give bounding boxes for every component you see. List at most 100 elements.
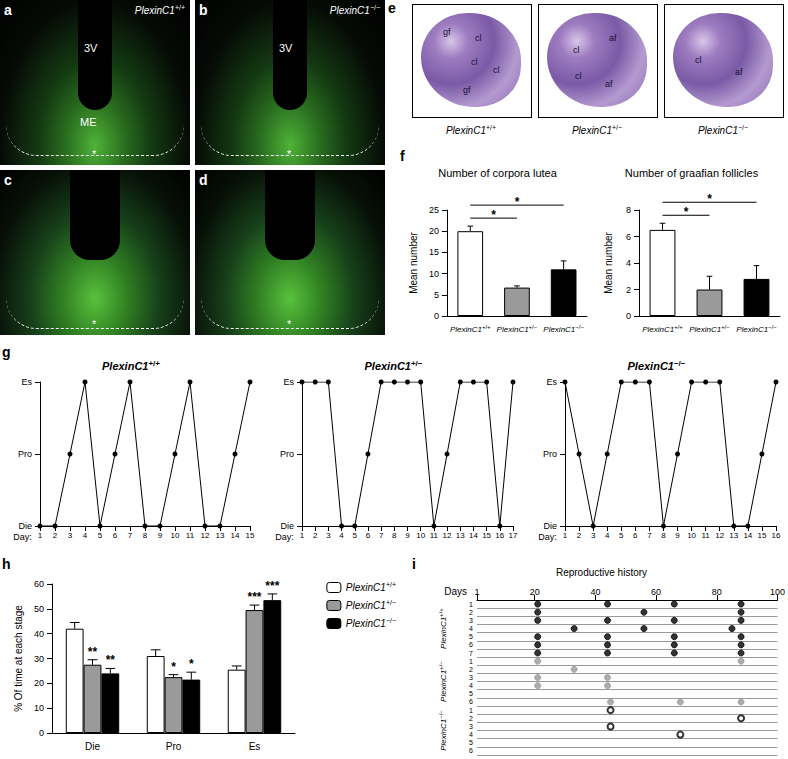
svg-text:PlexinC1: PlexinC1 bbox=[346, 582, 386, 593]
svg-text:*: * bbox=[515, 195, 520, 209]
svg-text:Es: Es bbox=[249, 741, 261, 752]
svg-text:1: 1 bbox=[469, 658, 473, 665]
svg-text:Pro: Pro bbox=[18, 449, 32, 459]
svg-text:40: 40 bbox=[34, 629, 44, 639]
svg-text:8: 8 bbox=[626, 205, 631, 215]
svg-text:Pro: Pro bbox=[166, 741, 182, 752]
svg-text:5: 5 bbox=[98, 531, 103, 540]
svg-text:6: 6 bbox=[113, 531, 118, 540]
svg-text:Pro: Pro bbox=[280, 449, 294, 459]
svg-text:50: 50 bbox=[34, 604, 44, 614]
svg-text:PlexinC1: PlexinC1 bbox=[497, 325, 529, 334]
svg-text:−/−: −/− bbox=[386, 617, 396, 624]
svg-text:8: 8 bbox=[392, 531, 397, 540]
svg-text:−/−: −/− bbox=[575, 324, 584, 330]
svg-text:+/−: +/− bbox=[411, 359, 423, 368]
svg-text:Die: Die bbox=[543, 521, 557, 531]
svg-text:2: 2 bbox=[626, 285, 631, 295]
svg-text:40: 40 bbox=[590, 587, 600, 597]
svg-text:*: * bbox=[189, 657, 194, 671]
svg-text:6: 6 bbox=[469, 698, 473, 705]
svg-text:+/+: +/+ bbox=[482, 324, 491, 330]
svg-text:5: 5 bbox=[469, 633, 473, 640]
svg-text:3: 3 bbox=[469, 723, 473, 730]
svg-text:Mean number: Mean number bbox=[408, 231, 419, 293]
svg-text:Es: Es bbox=[21, 377, 32, 387]
svg-text:10: 10 bbox=[171, 531, 180, 540]
svg-text:**: ** bbox=[88, 645, 98, 659]
svg-text:PlexinC1: PlexinC1 bbox=[439, 719, 448, 751]
svg-text:% Of time at each stage: % Of time at each stage bbox=[13, 605, 24, 712]
svg-text:5: 5 bbox=[469, 739, 473, 746]
svg-text:13: 13 bbox=[456, 531, 465, 540]
svg-text:+/+: +/+ bbox=[674, 324, 683, 330]
svg-text:Die: Die bbox=[18, 521, 32, 531]
svg-text:−/−: −/− bbox=[674, 359, 686, 368]
svg-text:17: 17 bbox=[509, 531, 518, 540]
svg-text:+/−: +/− bbox=[721, 324, 730, 330]
svg-text:3: 3 bbox=[591, 531, 596, 540]
svg-text:PlexinC1: PlexinC1 bbox=[689, 325, 721, 334]
svg-text:30: 30 bbox=[34, 654, 44, 664]
svg-text:+/+: +/+ bbox=[386, 581, 396, 588]
svg-text:4: 4 bbox=[605, 531, 610, 540]
svg-text:6: 6 bbox=[469, 641, 473, 648]
svg-text:0: 0 bbox=[39, 728, 44, 738]
svg-text:10: 10 bbox=[416, 531, 425, 540]
svg-text:12: 12 bbox=[715, 531, 724, 540]
svg-text:PlexinC1: PlexinC1 bbox=[346, 600, 386, 611]
svg-text:6: 6 bbox=[633, 531, 638, 540]
svg-text:15: 15 bbox=[757, 531, 766, 540]
svg-text:Pro: Pro bbox=[543, 449, 557, 459]
svg-text:3: 3 bbox=[469, 674, 473, 681]
svg-text:−/−: −/− bbox=[768, 324, 777, 330]
svg-text:13: 13 bbox=[216, 531, 225, 540]
svg-text:PlexinC1: PlexinC1 bbox=[439, 617, 448, 649]
svg-text:10: 10 bbox=[687, 531, 696, 540]
svg-text:PlexinC1: PlexinC1 bbox=[439, 670, 448, 702]
svg-text:PlexinC1: PlexinC1 bbox=[543, 325, 575, 334]
svg-text:2: 2 bbox=[53, 531, 58, 540]
svg-text:10: 10 bbox=[34, 703, 44, 713]
svg-text:2: 2 bbox=[469, 609, 473, 616]
svg-text:Day:: Day: bbox=[538, 532, 557, 542]
svg-text:2: 2 bbox=[469, 666, 473, 673]
svg-text:20: 20 bbox=[429, 226, 439, 236]
svg-text:11: 11 bbox=[430, 531, 439, 540]
svg-text:0: 0 bbox=[434, 311, 439, 321]
svg-text:*: * bbox=[684, 205, 689, 219]
svg-text:PlexinC1: PlexinC1 bbox=[346, 618, 386, 629]
svg-text:6: 6 bbox=[366, 531, 371, 540]
svg-text:1: 1 bbox=[38, 531, 43, 540]
svg-text:PlexinC1: PlexinC1 bbox=[627, 360, 673, 372]
svg-text:12: 12 bbox=[201, 531, 210, 540]
svg-text:**: ** bbox=[106, 653, 116, 667]
svg-text:Mean number: Mean number bbox=[603, 231, 614, 293]
svg-text:2: 2 bbox=[469, 715, 473, 722]
svg-text:25: 25 bbox=[429, 205, 439, 215]
svg-text:14: 14 bbox=[743, 531, 752, 540]
svg-text:9: 9 bbox=[405, 531, 410, 540]
svg-text:Number of corpora lutea: Number of corpora lutea bbox=[438, 167, 557, 179]
svg-text:20: 20 bbox=[34, 678, 44, 688]
svg-text:1: 1 bbox=[300, 531, 305, 540]
svg-text:PlexinC1: PlexinC1 bbox=[102, 360, 148, 372]
svg-text:1: 1 bbox=[474, 587, 479, 597]
svg-text:14: 14 bbox=[469, 531, 478, 540]
svg-text:4: 4 bbox=[469, 625, 473, 632]
svg-text:6: 6 bbox=[469, 747, 473, 754]
svg-text:5: 5 bbox=[469, 690, 473, 697]
svg-text:9: 9 bbox=[675, 531, 680, 540]
svg-text:Reproductive history: Reproductive history bbox=[556, 567, 647, 578]
svg-text:4: 4 bbox=[626, 258, 631, 268]
svg-text:2: 2 bbox=[313, 531, 318, 540]
svg-text:60: 60 bbox=[34, 579, 44, 589]
svg-text:Die: Die bbox=[280, 521, 294, 531]
svg-text:***: *** bbox=[247, 590, 261, 604]
svg-text:+/−: +/− bbox=[529, 324, 538, 330]
svg-text:PlexinC1: PlexinC1 bbox=[364, 360, 410, 372]
svg-text:2: 2 bbox=[577, 531, 582, 540]
svg-text:*: * bbox=[707, 192, 712, 206]
svg-text:4: 4 bbox=[339, 531, 344, 540]
svg-text:3: 3 bbox=[326, 531, 331, 540]
